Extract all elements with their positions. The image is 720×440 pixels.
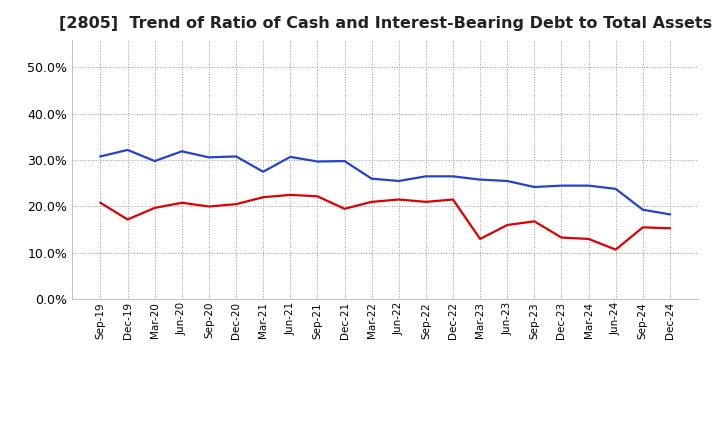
Cash [584,236,593,242]
Interest-Bearing Debt [611,186,620,191]
Interest-Bearing Debt [178,149,186,154]
Cash [557,235,566,240]
Line: Cash: Cash [101,195,670,249]
Cash [367,199,376,205]
Interest-Bearing Debt [503,178,511,183]
Cash [178,200,186,205]
Interest-Bearing Debt [665,212,674,217]
Cash [286,192,294,198]
Interest-Bearing Debt [367,176,376,181]
Interest-Bearing Debt [421,174,430,179]
Interest-Bearing Debt [395,178,403,183]
Cash [530,219,539,224]
Interest-Bearing Debt [313,159,322,164]
Cash [395,197,403,202]
Title: [2805]  Trend of Ratio of Cash and Interest-Bearing Debt to Total Assets: [2805] Trend of Ratio of Cash and Intere… [58,16,712,32]
Interest-Bearing Debt [286,154,294,160]
Interest-Bearing Debt [557,183,566,188]
Interest-Bearing Debt [530,184,539,190]
Cash [639,225,647,230]
Cash [259,194,268,200]
Cash [232,202,240,207]
Interest-Bearing Debt [584,183,593,188]
Cash [96,200,105,205]
Cash [313,194,322,199]
Cash [150,205,159,210]
Interest-Bearing Debt [232,154,240,159]
Cash [611,247,620,252]
Interest-Bearing Debt [123,147,132,153]
Interest-Bearing Debt [204,155,213,160]
Cash [449,197,457,202]
Cash [341,206,349,212]
Interest-Bearing Debt [341,158,349,164]
Cash [123,217,132,222]
Interest-Bearing Debt [639,207,647,213]
Interest-Bearing Debt [449,174,457,179]
Interest-Bearing Debt [259,169,268,174]
Cash [204,204,213,209]
Interest-Bearing Debt [476,177,485,182]
Cash [503,222,511,227]
Interest-Bearing Debt [96,154,105,159]
Cash [476,236,485,242]
Line: Interest-Bearing Debt: Interest-Bearing Debt [101,150,670,214]
Cash [665,226,674,231]
Interest-Bearing Debt [150,158,159,164]
Cash [421,199,430,205]
